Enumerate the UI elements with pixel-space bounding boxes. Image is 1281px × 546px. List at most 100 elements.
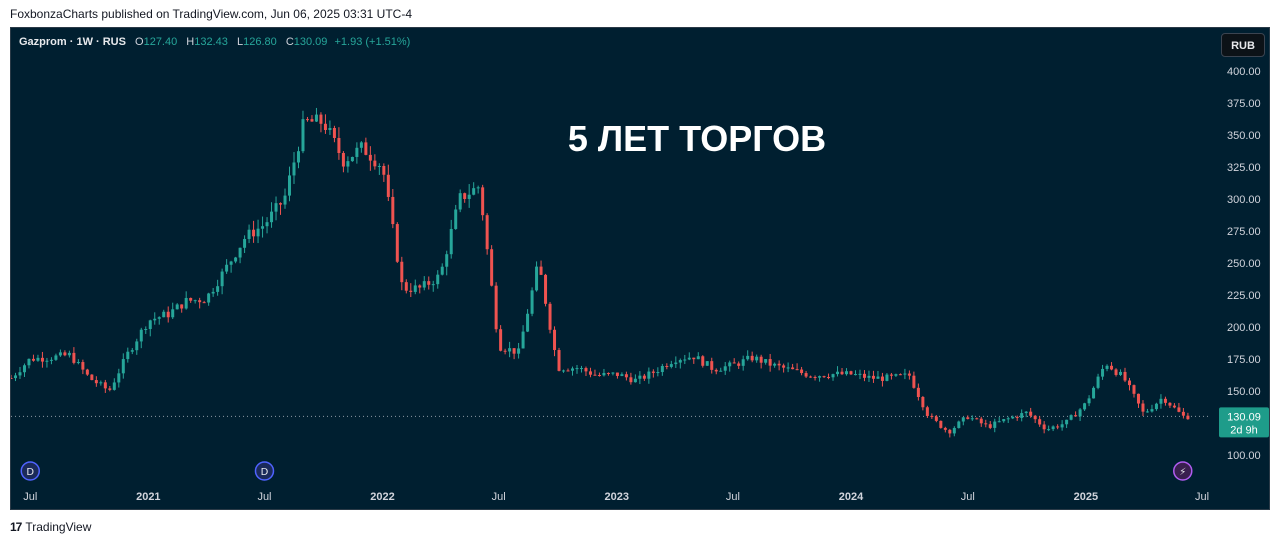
candle-body bbox=[503, 350, 507, 352]
price-chart[interactable]: 400.00 375.00 350.00 325.00 300.00 275.00 250.… bbox=[11, 28, 1270, 510]
candle-body bbox=[768, 359, 772, 366]
candle-body bbox=[813, 377, 817, 379]
candle-body bbox=[836, 371, 840, 375]
candle-body bbox=[624, 374, 628, 378]
candle-body bbox=[602, 372, 606, 376]
brand-name: TradingView bbox=[25, 520, 92, 534]
candle-body bbox=[786, 367, 790, 369]
close-value: 130.09 bbox=[293, 36, 328, 48]
candle-body bbox=[966, 417, 970, 419]
y-tick-label: 150.00 bbox=[1227, 386, 1261, 398]
candle-body bbox=[139, 329, 143, 342]
candle-body bbox=[328, 127, 332, 130]
candle-body bbox=[687, 357, 691, 360]
candle-body bbox=[1074, 415, 1078, 417]
candle-body bbox=[1110, 365, 1114, 370]
candle-body bbox=[81, 362, 85, 370]
x-tick-label: 2021 bbox=[136, 491, 160, 503]
candle-body bbox=[1128, 380, 1132, 386]
candle-body bbox=[413, 285, 417, 292]
symbol-label[interactable]: Gazprom · 1W · RUS bbox=[19, 36, 126, 48]
candle-body bbox=[620, 374, 624, 376]
currency-button[interactable]: RUB bbox=[1221, 33, 1265, 57]
chart-pane[interactable]: 400.00 375.00 350.00 325.00 300.00 275.00 250.… bbox=[10, 27, 1270, 510]
candle-body bbox=[350, 156, 354, 162]
high-label: H bbox=[186, 36, 195, 48]
candle-body bbox=[566, 370, 570, 372]
candle-body bbox=[692, 357, 696, 360]
candle-body bbox=[539, 266, 543, 275]
close-label: C bbox=[285, 36, 294, 48]
candle-body bbox=[840, 371, 844, 375]
y-tick-label: 200.00 bbox=[1227, 322, 1261, 334]
candle-body bbox=[265, 222, 269, 227]
candle-body bbox=[611, 372, 615, 374]
candle-body bbox=[490, 249, 494, 286]
candle-body bbox=[256, 228, 260, 237]
candle-body bbox=[481, 187, 485, 216]
candle-body bbox=[305, 119, 309, 121]
candle-body bbox=[171, 309, 175, 318]
candle-body bbox=[243, 238, 247, 248]
x-tick-label: 2022 bbox=[370, 491, 394, 503]
open-label: O bbox=[135, 36, 144, 48]
candle-body bbox=[651, 371, 655, 373]
candle-body bbox=[548, 303, 552, 330]
y-tick-label: 175.00 bbox=[1227, 354, 1261, 366]
publish-info: FoxbonzaCharts published on TradingView.… bbox=[10, 7, 413, 21]
candle-body bbox=[710, 361, 714, 370]
candle-body bbox=[418, 285, 422, 288]
tradingview-logo[interactable]: 17 TradingView bbox=[10, 520, 91, 534]
candle-body bbox=[903, 373, 907, 375]
candle-body bbox=[512, 348, 516, 354]
candle-body bbox=[220, 271, 224, 287]
candle-body bbox=[1163, 398, 1167, 403]
candle-body bbox=[818, 376, 822, 378]
candle-body bbox=[198, 300, 202, 303]
candle-body bbox=[1042, 424, 1046, 430]
candle-body bbox=[11, 378, 13, 380]
candle-body bbox=[1096, 376, 1100, 388]
candle-body bbox=[427, 281, 431, 285]
candle-body bbox=[112, 382, 116, 390]
candle-body bbox=[355, 147, 359, 157]
candle-body bbox=[1101, 368, 1105, 377]
candle-body bbox=[508, 348, 512, 352]
candle-body bbox=[764, 359, 768, 363]
candle-body bbox=[359, 142, 363, 148]
candle-body bbox=[1092, 387, 1096, 399]
candle-body bbox=[1065, 419, 1069, 425]
candle-body bbox=[660, 365, 664, 373]
candle-body bbox=[723, 366, 727, 371]
candle-body bbox=[858, 373, 862, 375]
candle-body bbox=[283, 195, 287, 205]
y-tick-label: 275.00 bbox=[1227, 226, 1261, 238]
bar-countdown: 2d 9h bbox=[1230, 424, 1258, 436]
x-tick-label: 2025 bbox=[1074, 491, 1098, 503]
candle-body bbox=[22, 365, 26, 373]
candle-body bbox=[166, 311, 170, 318]
candle-body bbox=[615, 372, 619, 376]
x-tick-label: 2024 bbox=[839, 491, 864, 503]
candle-body bbox=[301, 119, 305, 152]
candle-body bbox=[234, 257, 238, 262]
candle-body bbox=[678, 360, 682, 363]
candle-body bbox=[184, 297, 188, 309]
candle-body bbox=[54, 355, 58, 360]
candle-body bbox=[809, 376, 813, 378]
candle-body bbox=[562, 370, 566, 372]
candle-body bbox=[274, 203, 278, 212]
candle-body bbox=[921, 397, 925, 408]
candle-body bbox=[117, 373, 121, 383]
candle-body bbox=[76, 362, 80, 364]
x-tick-label: 2023 bbox=[605, 491, 629, 503]
candle-body bbox=[795, 369, 799, 371]
candle-body bbox=[934, 416, 938, 421]
candle-body bbox=[517, 348, 521, 354]
candle-body bbox=[175, 304, 179, 310]
candle-body bbox=[436, 274, 440, 285]
candle-body bbox=[382, 165, 386, 175]
candle-body bbox=[871, 375, 875, 379]
candle-body bbox=[597, 374, 601, 376]
candle-body bbox=[674, 362, 678, 365]
